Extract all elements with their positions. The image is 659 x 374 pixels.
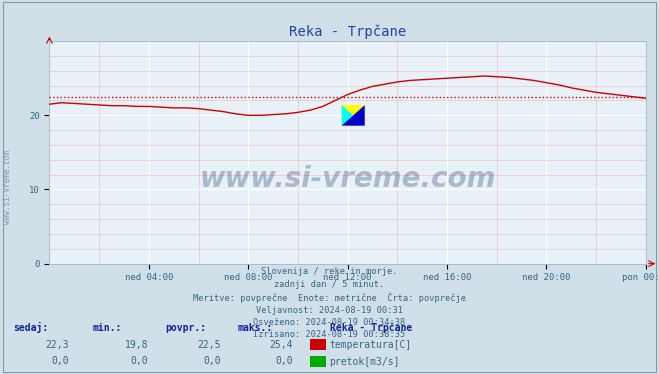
Text: maks.:: maks.: bbox=[237, 323, 272, 333]
Text: 19,8: 19,8 bbox=[125, 340, 148, 350]
Text: Slovenija / reke in morje.
zadnji dan / 5 minut.
Meritve: povprečne  Enote: metr: Slovenija / reke in morje. zadnji dan / … bbox=[193, 267, 466, 339]
Text: www.si-vreme.com: www.si-vreme.com bbox=[200, 165, 496, 193]
Text: 22,3: 22,3 bbox=[45, 340, 69, 350]
Text: 0,0: 0,0 bbox=[51, 356, 69, 366]
Text: temperatura[C]: temperatura[C] bbox=[330, 340, 412, 350]
Text: 0,0: 0,0 bbox=[130, 356, 148, 366]
Text: 0,0: 0,0 bbox=[275, 356, 293, 366]
Text: 22,5: 22,5 bbox=[197, 340, 221, 350]
Text: pretok[m3/s]: pretok[m3/s] bbox=[330, 357, 400, 367]
Text: min.:: min.: bbox=[92, 323, 122, 333]
Text: 0,0: 0,0 bbox=[203, 356, 221, 366]
Text: www.si-vreme.com: www.si-vreme.com bbox=[3, 150, 13, 224]
Text: Reka - Trpčane: Reka - Trpčane bbox=[330, 322, 412, 333]
Text: povpr.:: povpr.: bbox=[165, 323, 206, 333]
Text: 25,4: 25,4 bbox=[270, 340, 293, 350]
Text: sedaj:: sedaj: bbox=[13, 322, 48, 333]
Title: Reka - Trpčane: Reka - Trpčane bbox=[289, 24, 406, 39]
